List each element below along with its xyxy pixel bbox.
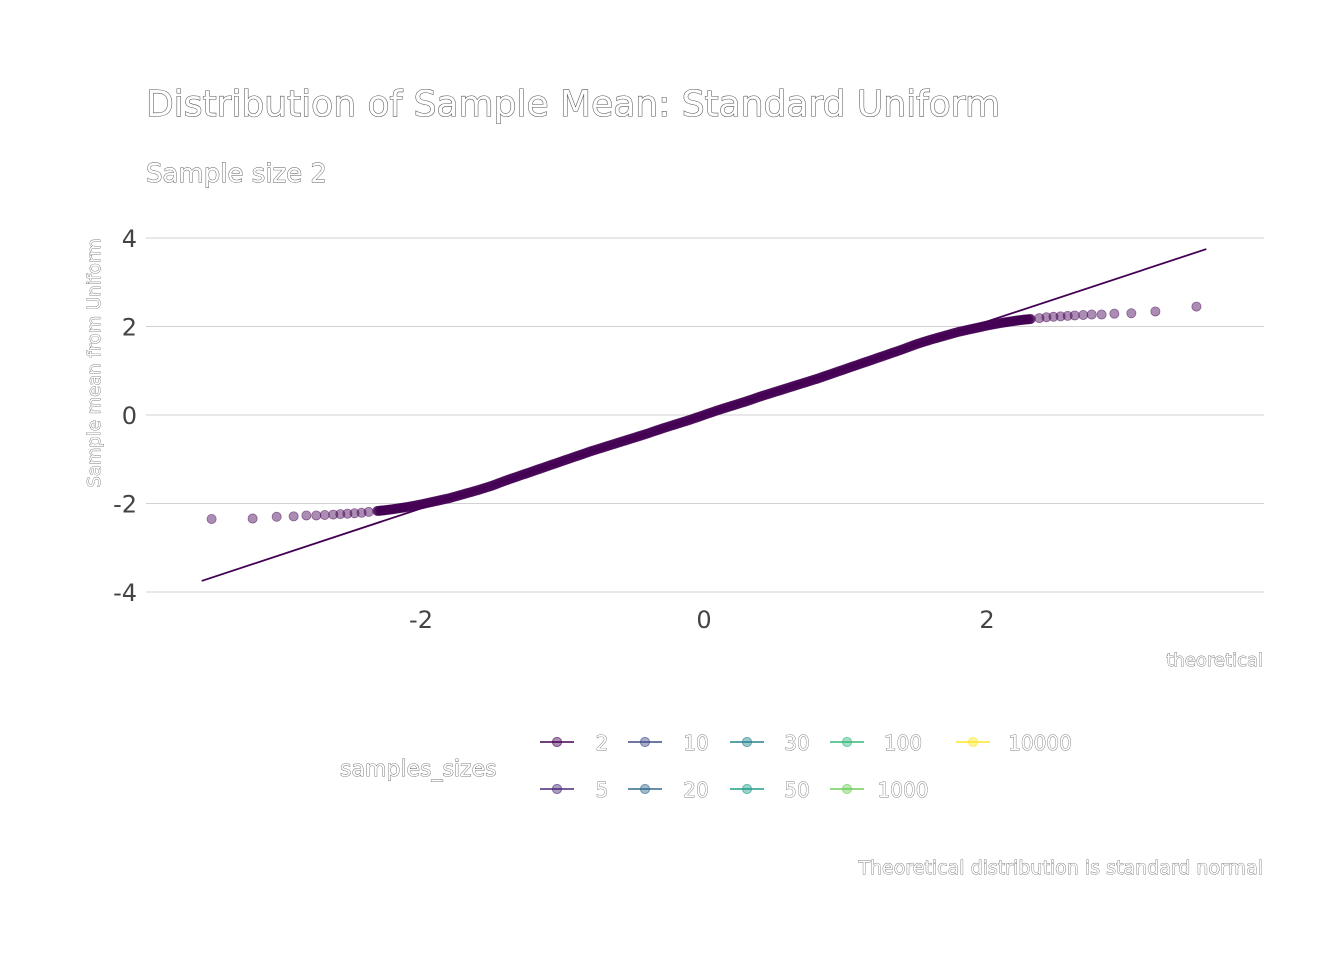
data-point [1109, 308, 1120, 319]
legend-item: 5 [540, 778, 609, 802]
data-point [1041, 312, 1052, 323]
x-tick-label: 0 [696, 606, 711, 634]
legend-key-point [967, 736, 979, 748]
legend-item: 1000 [830, 778, 929, 802]
y-tick-label: 0 [122, 402, 137, 430]
data-point [335, 509, 346, 520]
legend-label: 30 [784, 731, 809, 755]
data-point [1191, 301, 1202, 312]
data-point [342, 508, 353, 519]
data-point [288, 511, 299, 522]
y-axis-ticks: -4 -2 0 2 4 [113, 225, 137, 607]
legend: 2 5 10 20 30 50 100 1000 10000 [540, 731, 1072, 802]
legend-key-point [639, 736, 651, 748]
data-point [1096, 309, 1107, 320]
legend-label: 50 [784, 778, 809, 802]
data-point [319, 510, 330, 521]
legend-key-point [741, 783, 753, 795]
data-points [206, 301, 1202, 524]
legend-label: 1000 [878, 778, 929, 802]
legend-label: 2 [596, 731, 609, 755]
legend-label: 20 [683, 778, 708, 802]
legend-key-point [841, 783, 853, 795]
data-point [1126, 308, 1137, 319]
y-tick-label: -2 [113, 491, 137, 519]
data-point [363, 506, 374, 517]
legend-label: 5 [596, 778, 609, 802]
x-tick-label: 2 [979, 606, 994, 634]
legend-item: 2 [540, 731, 609, 755]
data-point [301, 510, 312, 521]
y-tick-label: 4 [122, 225, 137, 253]
data-point [206, 513, 217, 524]
data-point [1048, 311, 1059, 322]
data-point [1069, 310, 1080, 321]
legend-label: 10000 [1008, 731, 1072, 755]
legend-label: 10 [683, 731, 708, 755]
data-point [1086, 309, 1097, 320]
x-axis-title: theoretical [1166, 650, 1263, 671]
legend-key-point [841, 736, 853, 748]
data-point [349, 508, 360, 519]
data-point [328, 509, 339, 520]
legend-key-point [551, 736, 563, 748]
data-point [1025, 314, 1036, 325]
data-point [1062, 310, 1073, 321]
legend-item: 30 [730, 731, 810, 755]
legend-item: 100 [830, 731, 922, 755]
data-point [311, 510, 322, 521]
x-axis-ticks: -2 0 2 [409, 606, 995, 634]
data-point [271, 511, 282, 522]
legend-title: samples_sizes [340, 757, 497, 782]
data-point [247, 513, 258, 524]
y-axis-title: Sample mean from Uniform [84, 238, 105, 487]
legend-label: 100 [884, 731, 922, 755]
data-point [1055, 311, 1066, 322]
x-tick-label: -2 [409, 606, 433, 634]
legend-item: 20 [628, 778, 709, 802]
legend-item: 10 [628, 731, 709, 755]
legend-key-point [551, 783, 563, 795]
chart-caption: Theoretical distribution is standard nor… [857, 857, 1263, 879]
chart-subtitle: Sample size 2 [146, 159, 327, 189]
legend-item: 10000 [956, 731, 1072, 755]
y-tick-label: -4 [113, 579, 137, 607]
legend-key-point [639, 783, 651, 795]
data-point [1078, 309, 1089, 320]
legend-item: 50 [730, 778, 810, 802]
legend-key-point [741, 736, 753, 748]
chart-title: Distribution of Sample Mean: Standard Un… [146, 84, 1000, 125]
data-point [1150, 306, 1161, 317]
y-tick-label: 2 [122, 314, 137, 342]
